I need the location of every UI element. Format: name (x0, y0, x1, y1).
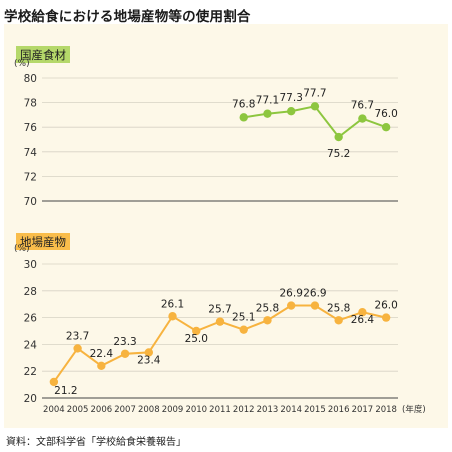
local-ytick-label: 26 (24, 313, 38, 325)
national-point-2018 (381, 123, 391, 132)
local-data-label-2016: 25.8 (327, 302, 350, 314)
local-data-label-2007: 23.3 (113, 336, 136, 348)
local-data-label-2010: 25.0 (185, 333, 208, 345)
local-data-label-2018: 26.0 (374, 300, 397, 312)
local-point-2014 (287, 301, 296, 310)
national-chart-title: 国産食材 (20, 48, 66, 62)
national-unit-label: (%) (14, 59, 30, 69)
xtick-label-2016: 2016 (328, 405, 350, 415)
local-data-label-2008: 23.4 (137, 354, 161, 366)
national-ytick-label: 76 (24, 122, 38, 134)
national-ytick-label: 80 (24, 73, 37, 85)
local-data-label-2009: 26.1 (161, 298, 184, 310)
local-ytick-label: 20 (24, 393, 37, 405)
national-ytick-label: 74 (24, 147, 38, 159)
local-data-label-2014: 26.9 (280, 288, 303, 300)
national-point-2015 (310, 102, 320, 111)
local-ytick-label: 22 (24, 366, 37, 378)
page-title: 学校給食における地場産物等の使用割合 (4, 9, 251, 25)
xtick-label-2009: 2009 (162, 405, 184, 415)
local-ytick-label: 24 (24, 339, 38, 351)
local-point-2011 (215, 317, 225, 326)
xtick-label-2007: 2007 (114, 405, 136, 415)
xtick-label-2004: 2004 (43, 405, 65, 415)
local-unit-label: (%) (14, 244, 30, 254)
national-data-label-2012: 76.8 (232, 98, 255, 110)
local-point-2007 (120, 349, 130, 358)
xtick-label-2013: 2013 (257, 405, 279, 415)
chart-panel: 国産食材 (%) 70 72 74 76 78 80 76.8 77.1 77.3 77.7 75.2 7… (4, 24, 448, 428)
national-ytick-label: 70 (24, 196, 37, 208)
local-point-2013 (263, 316, 272, 325)
national-point-2013 (263, 109, 272, 118)
local-point-2015 (310, 301, 320, 310)
x-axis-unit: (年度) (402, 404, 426, 415)
local-data-label-2015: 26.9 (303, 288, 326, 300)
local-ytick-label: 30 (24, 259, 37, 271)
xtick-label-2012: 2012 (233, 405, 255, 415)
local-title-box (16, 233, 70, 250)
national-ytick-label: 72 (24, 171, 37, 183)
national-data-label-2017: 76.7 (351, 100, 374, 112)
local-data-label-2012: 25.1 (232, 312, 255, 324)
local-point-2010 (192, 326, 201, 336)
local-data-label-2011: 25.7 (208, 304, 231, 316)
local-point-2017 (358, 308, 367, 317)
local-data-label-2005: 23.7 (66, 330, 89, 342)
local-point-2005 (73, 344, 82, 353)
local-point-2008 (144, 348, 153, 357)
local-data-label-2004: 21.2 (54, 385, 77, 397)
xtick-label-2005: 2005 (67, 405, 89, 415)
national-point-2012 (239, 113, 248, 122)
national-point-2017 (358, 114, 367, 123)
national-data-label-2013: 77.1 (256, 95, 279, 107)
local-ytick-label: 28 (24, 286, 37, 298)
xtick-label-2011: 2011 (209, 405, 231, 415)
xtick-label-2010: 2010 (185, 405, 207, 415)
local-chart-title: 地場産物 (20, 235, 66, 249)
xtick-label-2006: 2006 (91, 405, 113, 415)
national-data-label-2015: 77.7 (303, 87, 326, 99)
local-point-2004 (49, 377, 59, 387)
national-data-label-2014: 77.3 (280, 92, 303, 104)
local-point-2006 (97, 361, 106, 371)
local-data-label-2013: 25.8 (256, 302, 279, 314)
xtick-label-2015: 2015 (304, 405, 326, 415)
national-ytick-label: 78 (24, 98, 37, 110)
source-note: 資料：文部科学省「学校給食栄養報告」 (6, 437, 186, 448)
national-data-label-2016: 75.2 (327, 148, 350, 160)
national-point-2014 (287, 107, 296, 116)
national-title-box (16, 46, 70, 63)
xtick-label-2008: 2008 (138, 405, 160, 415)
local-data-label-2017: 26.4 (351, 314, 375, 326)
xtick-label-2018: 2018 (375, 405, 397, 415)
local-point-2018 (381, 313, 391, 322)
national-point-2016 (334, 132, 343, 142)
xtick-label-2014: 2014 (280, 405, 302, 415)
local-point-2016 (334, 316, 343, 325)
xtick-label-2017: 2017 (352, 405, 374, 415)
local-point-2009 (168, 312, 177, 321)
national-data-label-2018: 76.0 (374, 108, 397, 120)
local-data-label-2006: 22.4 (90, 348, 114, 360)
local-point-2012 (239, 325, 248, 334)
